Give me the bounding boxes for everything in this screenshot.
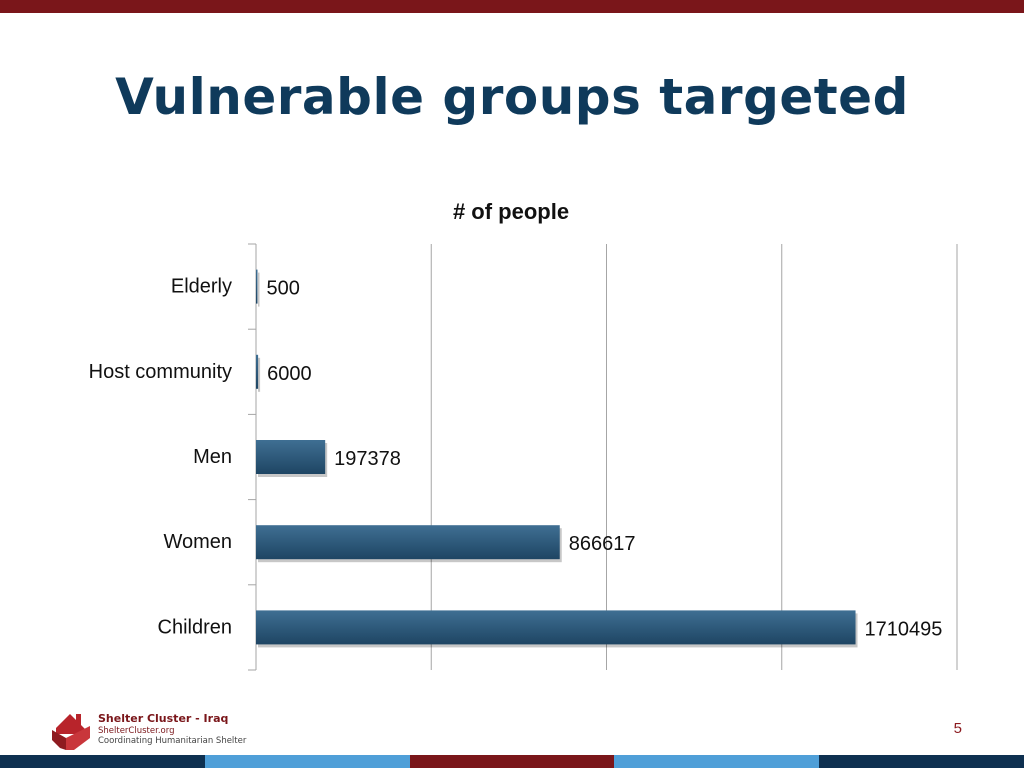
org-tagline: Coordinating Humanitarian Shelter: [98, 736, 247, 746]
bar-chart: # of people Elderly 500 Host community 6000 M…: [89, 199, 958, 671]
house-hands-icon: [52, 714, 90, 750]
bottom-accent-band: [0, 755, 1024, 768]
category-label: Host community: [89, 361, 232, 383]
bar-men: [256, 440, 326, 474]
bar-host-community: [256, 354, 259, 389]
category-label: Women: [163, 531, 232, 553]
bar-shadow: [258, 357, 261, 392]
bottom-band-segment-5: [819, 755, 1024, 768]
logo-hand-right: [66, 726, 90, 750]
data-label: 6000: [267, 363, 312, 385]
page-number: 5: [953, 720, 962, 737]
slide-title: Vulnerable groups targeted: [115, 68, 909, 126]
org-url[interactable]: ShelterCluster.org: [98, 726, 175, 736]
logo-roof: [56, 714, 86, 734]
bottom-band-segment-3: [409, 755, 615, 768]
bottom-band-segment-1: [0, 755, 205, 768]
data-label: 1710495: [865, 618, 943, 640]
org-name: Shelter Cluster - Iraq: [98, 712, 229, 725]
bar-elderly: [256, 269, 258, 304]
bar-shadow: [258, 272, 260, 307]
category-label: Men: [193, 446, 232, 468]
category-label: Elderly: [171, 276, 232, 298]
chart-title: # of people: [453, 199, 569, 224]
bar-children: [256, 610, 856, 645]
top-accent-band: [0, 0, 1024, 13]
bottom-band-segment-2: [204, 755, 410, 768]
category-label: Children: [158, 616, 232, 638]
data-label: 197378: [334, 448, 401, 470]
data-label: 500: [267, 278, 300, 300]
bottom-band-segment-4: [614, 755, 820, 768]
data-label: 866617: [569, 533, 636, 555]
bar-women: [256, 525, 560, 560]
logo-hand-left: [52, 730, 66, 750]
